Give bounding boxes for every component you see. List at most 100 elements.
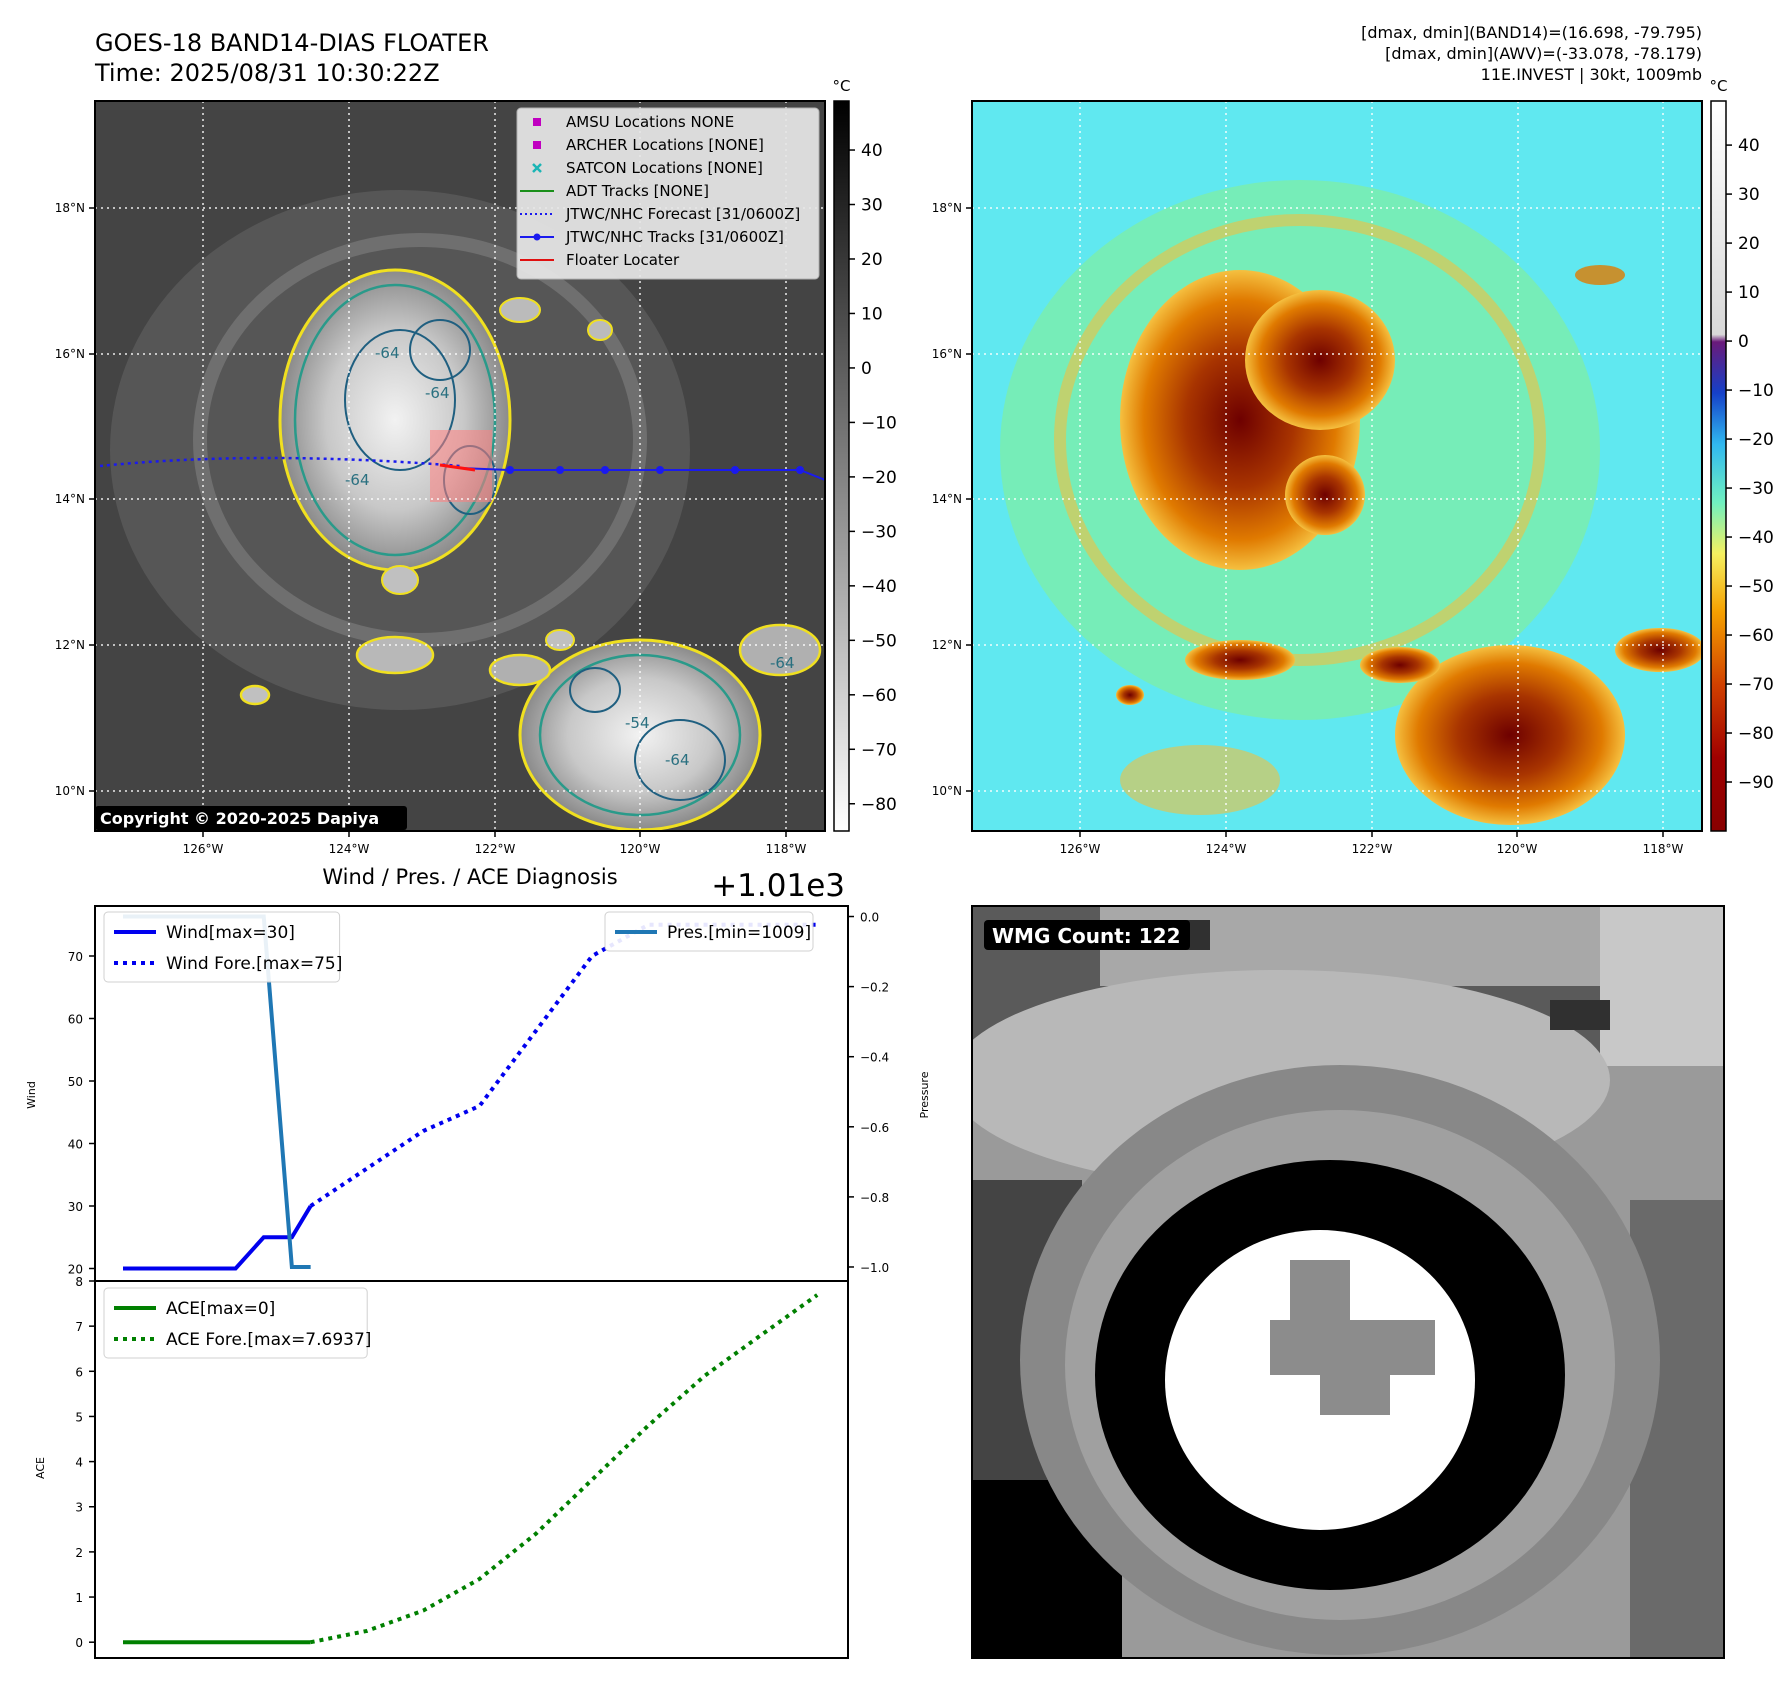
colorbar-tick-label: −10	[861, 413, 897, 433]
legend-label: AMSU Locations NONE	[566, 113, 734, 131]
legend-label: ADT Tracks [NONE]	[566, 182, 709, 200]
colorbar-tick-label: −50	[861, 631, 897, 651]
info-band14: [dmax, dmin](BAND14)=(16.698, -79.795)	[1361, 23, 1702, 42]
pressure-tick-label: −0.6	[860, 1121, 889, 1135]
lon-tick-label: 126°W	[183, 842, 224, 856]
map-b-axes: 126°W 124°W 122°W 120°W 118°W 18°N 16°N 14°N 12°…	[932, 201, 1684, 856]
lon-tick-label: 120°W	[620, 842, 661, 856]
wmg-label-box	[984, 920, 1190, 950]
ace-axis-label: ACE	[34, 1457, 47, 1479]
lon-tick-label: 120°W	[1497, 842, 1538, 856]
track-points	[506, 466, 804, 474]
map-a-frame	[94, 100, 826, 832]
info-storm: 11E.INVEST | 30kt, 1009mb	[1481, 65, 1702, 84]
colorbar-tick-label: −40	[1738, 528, 1774, 548]
lat-tick-label: 10°N	[55, 784, 85, 798]
legend-label: ARCHER Locations [NONE]	[566, 136, 764, 154]
contour-label: -64	[375, 344, 400, 362]
lat-tick-label: 14°N	[932, 492, 962, 506]
wind-axis-label: Wind	[25, 1081, 38, 1109]
ace-chart: 0 1 2 3 4 5 6 7 8 ACE ACE[max=0] ACE Fore.[max=7.69…	[34, 1275, 849, 1659]
chart-legend-box	[604, 911, 814, 952]
ace-tick-label: 6	[75, 1365, 83, 1379]
pressure-offset: +1.01e3	[711, 868, 845, 904]
time-label: Time: 2025/08/31 10:30:22Z	[94, 59, 440, 87]
lon-tick-label: 118°W	[766, 842, 807, 856]
ace-tick-label: 1	[75, 1591, 83, 1605]
pressure-tick-label: 0.0	[860, 911, 879, 925]
map-b-frame	[971, 100, 1703, 832]
lat-tick-label: 18°N	[932, 201, 962, 215]
wind-pressure-chart: 20 30 40 50 60 70 Wind 0.0 −0.2 −0.4 −0.6 −0.8 −1.0 P…	[25, 905, 931, 1282]
lon-tick-label: 126°W	[1060, 842, 1101, 856]
wind-line	[123, 1204, 313, 1271]
legend-marker	[533, 141, 541, 149]
colorbar-tick-label: 0	[861, 359, 872, 379]
wind-tick-label: 60	[68, 1013, 83, 1027]
map-legend: AMSU Locations NONE ARCHER Locations [NON…	[516, 107, 820, 280]
colorbar-strip	[1710, 100, 1727, 832]
best-track	[459, 467, 825, 481]
chart-legend-label: Wind Fore.[max=75]	[166, 954, 342, 974]
legend-label: SATCON Locations [NONE]	[566, 159, 763, 177]
colorbar-tick-label: 20	[861, 250, 883, 270]
copyright-text: Copyright © 2020-2025 Dapiya	[100, 809, 379, 828]
colorbar-tick-label: −80	[861, 795, 897, 815]
colorbar-tick-label: 10	[1738, 283, 1760, 303]
wmg-frame	[971, 905, 1725, 1659]
colorbar-color: °C 40 30 20 10 0 −10 −20 −30 −40 −50 −60 −70 −80 −90	[1710, 77, 1774, 832]
lon-tick-label: 122°W	[475, 842, 516, 856]
ace-tick-label: 3	[75, 1501, 83, 1515]
colorbar-tick-label: −20	[1738, 430, 1774, 450]
wind-tick-label: 40	[68, 1138, 83, 1152]
legend-label: JTWC/NHC Forecast [31/0600Z]	[565, 205, 800, 223]
legend-label: JTWC/NHC Tracks [31/0600Z]	[565, 228, 784, 246]
colorbar-strip	[833, 100, 850, 832]
colorbar-tick-label: −70	[861, 740, 897, 760]
lat-tick-label: 10°N	[932, 784, 962, 798]
lat-tick-label: 12°N	[932, 638, 962, 652]
pressure-tick-label: −0.8	[860, 1191, 889, 1205]
colorbar-unit: °C	[1710, 77, 1728, 95]
chart-legend-label: Pres.[min=1009]	[667, 923, 811, 943]
legend-box	[516, 107, 820, 280]
lon-tick-label: 124°W	[1206, 842, 1247, 856]
ace-tick-label: 7	[75, 1320, 83, 1334]
wind-tick-label: 20	[68, 1263, 83, 1277]
legend-label: Floater Locater	[566, 251, 680, 269]
chart-legend-label: Wind[max=30]	[166, 923, 295, 943]
copyright-box	[95, 806, 407, 830]
lon-tick-label: 124°W	[329, 842, 370, 856]
ace-tick-label: 2	[75, 1546, 83, 1560]
chart-legend-box	[103, 1287, 368, 1359]
lat-tick-label: 12°N	[55, 638, 85, 652]
colorbar-unit: °C	[833, 77, 851, 95]
chart-legend-label: ACE Fore.[max=7.6937]	[166, 1330, 371, 1350]
lat-tick-label: 16°N	[932, 347, 962, 361]
colorbar-tick-label: −10	[1738, 381, 1774, 401]
wind-tick-label: 30	[68, 1200, 83, 1214]
info-awv: [dmax, dmin](AWV)=(-33.078, -78.179)	[1385, 44, 1702, 63]
colorbar-tick-label: 40	[861, 141, 883, 161]
colorbar-tick-label: −60	[1738, 626, 1774, 646]
lon-tick-label: 122°W	[1352, 842, 1393, 856]
contour-label: -54	[625, 714, 650, 732]
forecast-track	[99, 456, 461, 468]
lon-tick-label: 118°W	[1643, 842, 1684, 856]
map-a-axes: 126°W 124°W 122°W 120°W 118°W 18°N 16°N 14°N 12°…	[55, 201, 807, 856]
pressure-tick-label: −0.2	[860, 981, 889, 995]
floater-locater-line	[439, 463, 476, 472]
wind-tick-label: 70	[68, 950, 83, 964]
contour-label: -64	[425, 384, 450, 402]
lat-tick-label: 18°N	[55, 201, 85, 215]
pressure-axis-label: Pressure	[918, 1071, 931, 1118]
wmg-image	[972, 906, 1724, 1658]
colorbar-tick-label: −60	[861, 686, 897, 706]
colorbar-tick-label: −70	[1738, 675, 1774, 695]
pressure-tick-label: −1.0	[860, 1261, 889, 1275]
contour-labels: -64 -64 -54 -64 -64 -64	[345, 344, 795, 769]
colorbar-tick-label: −50	[1738, 577, 1774, 597]
legend-marker	[533, 118, 541, 126]
